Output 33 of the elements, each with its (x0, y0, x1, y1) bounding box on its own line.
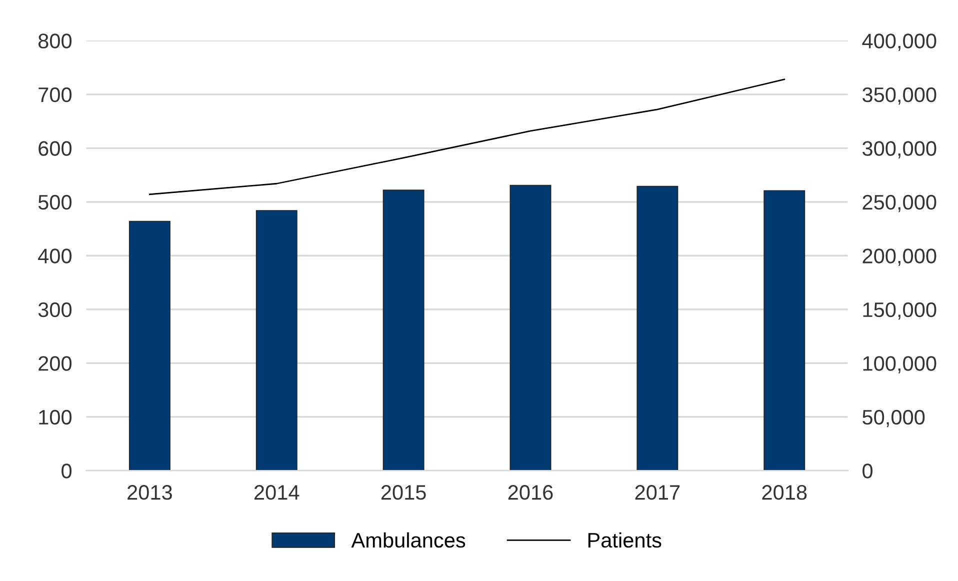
legend-label: Patients (588, 532, 662, 548)
x-tick-label: 2016 (508, 485, 553, 500)
y2-tick-label: 350,000 (862, 87, 936, 105)
x-tick-label: 2018 (762, 485, 807, 500)
y-tick-label: 100 (39, 410, 72, 425)
y2-tick-label: 100,000 (863, 356, 936, 374)
y2-tick-label: 300,000 (862, 141, 936, 158)
bar (764, 190, 806, 471)
y2-tick-label: 150,000 (863, 302, 936, 320)
bar (256, 210, 298, 471)
bar (636, 186, 678, 471)
bar (382, 190, 424, 471)
x-tick-label: 2015 (381, 485, 426, 500)
y2-tick-label: 50,000 (862, 410, 925, 428)
y2-tick-label: 200,000 (862, 248, 936, 266)
y2-tick-label: 400,000 (862, 34, 936, 51)
y-tick-label: 0 (62, 464, 72, 478)
y-tick-label: 200 (38, 356, 72, 371)
y2-tick-label: 0 (862, 464, 872, 478)
bar (510, 184, 552, 471)
y-tick-label: 500 (38, 194, 72, 210)
y-tick-label: 800 (38, 34, 72, 48)
x-tick-label: 2013 (128, 485, 172, 500)
y-tick-label: 300 (38, 302, 72, 318)
y-tick-label: 600 (38, 141, 72, 156)
y2-tick-label: 250,000 (862, 194, 936, 212)
x-tick-label: 2014 (254, 485, 300, 500)
bar (128, 220, 170, 471)
legend-label: Ambulances (351, 532, 466, 548)
y-tick-label: 400 (38, 248, 72, 264)
y-tick-label: 700 (38, 87, 72, 102)
x-tick-label: 2017 (635, 485, 680, 500)
line-series (148, 78, 786, 196)
